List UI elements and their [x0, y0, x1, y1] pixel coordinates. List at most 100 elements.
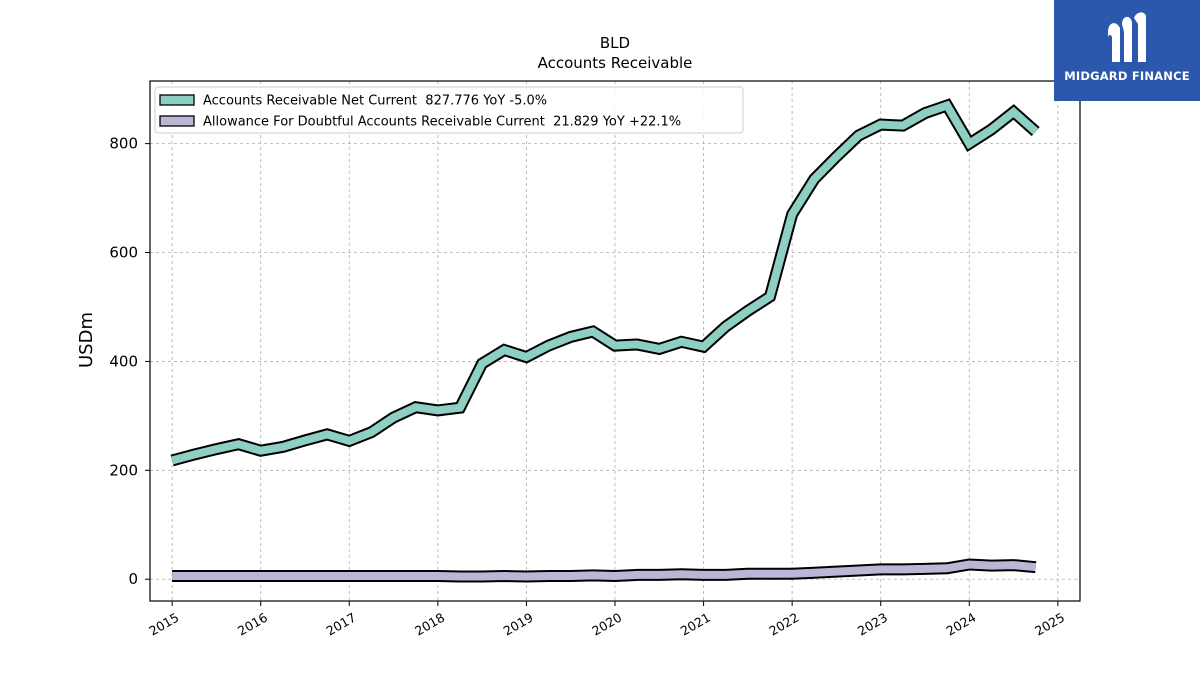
- grid: [150, 81, 1080, 601]
- y-tick-label-4: 800: [109, 135, 138, 153]
- series-0-point-24: [703, 346, 705, 348]
- series-0-point-3: [238, 443, 240, 445]
- chart-subtitle: Accounts Receivable: [538, 54, 693, 72]
- series-0-point-4: [260, 450, 262, 452]
- legend-label-1: Allowance For Doubtful Accounts Receivab…: [203, 115, 681, 130]
- x-tick-label-10: 2025: [1032, 610, 1067, 639]
- series-0-point-5: [282, 446, 284, 448]
- x-tick-label-8: 2023: [855, 610, 890, 639]
- y-tick-label-2: 400: [109, 352, 138, 370]
- series-1-point-13: [459, 575, 461, 577]
- series-1-point-1: [193, 575, 195, 577]
- x-tick-label-4: 2019: [501, 610, 536, 639]
- series-1-point-37: [990, 565, 992, 567]
- x-axis: 2015 2016 2017 2018 2019 2020 2021 2022 2023 2024…: [146, 601, 1067, 639]
- series-0-point-16: [525, 356, 527, 358]
- x-tick-label-2: 2017: [324, 610, 359, 639]
- series-0-point-17: [548, 345, 550, 347]
- y-axis-label: USDm: [76, 312, 97, 368]
- series-0-point-13: [459, 407, 461, 409]
- series-0-point-34: [924, 112, 926, 114]
- series-1-point-6: [304, 575, 306, 577]
- series-1-point-28: [791, 573, 793, 575]
- series-0-line: [171, 100, 1039, 465]
- series-1-point-30: [835, 571, 837, 573]
- series-1-point-7: [326, 575, 328, 577]
- series-1-point-2: [215, 575, 217, 577]
- series-0-point-23: [680, 341, 682, 343]
- brand-logo: MIDGARD FINANCE: [1054, 0, 1200, 101]
- brand-name: MIDGARD FINANCE: [1064, 69, 1190, 83]
- x-tick-label-5: 2020: [589, 610, 624, 639]
- series-0-point-36: [968, 143, 970, 145]
- series-0-point-38: [1013, 111, 1015, 113]
- legend-swatch-1: [159, 115, 195, 127]
- series-1-point-17: [548, 575, 550, 577]
- series-1-point-24: [703, 574, 705, 576]
- series-0-point-27: [769, 296, 771, 298]
- series-0-point-0: [171, 460, 173, 462]
- series-1-point-31: [858, 570, 860, 572]
- series-1-point-32: [880, 568, 882, 570]
- x-tick-label-6: 2021: [678, 610, 713, 639]
- series-0-point-2: [215, 448, 217, 450]
- legend-swatch-0: [159, 94, 195, 106]
- series-1-point-20: [614, 575, 616, 577]
- series-1-point-18: [570, 575, 572, 577]
- series-1-point-10: [393, 575, 395, 577]
- series-0-point-19: [592, 330, 594, 332]
- series-1-point-19: [592, 574, 594, 576]
- series-0-point-12: [437, 409, 439, 411]
- series-0-point-28: [791, 213, 793, 215]
- series-0-point-35: [946, 105, 948, 107]
- series-1-point-9: [370, 575, 372, 577]
- series-1-point-33: [902, 568, 904, 570]
- series-0-point-20: [614, 345, 616, 347]
- series-0-point-9: [370, 431, 372, 433]
- series-1-point-39: [1035, 566, 1037, 568]
- series-0-point-32: [880, 124, 882, 126]
- legend-label-0: Accounts Receivable Net Current 827.776 …: [203, 94, 547, 109]
- series-0-point-8: [348, 440, 350, 442]
- y-tick-label-0: 0: [128, 570, 138, 588]
- series-0-point-31: [858, 134, 860, 136]
- series-1-point-14: [481, 575, 483, 577]
- series-1-point-34: [924, 568, 926, 570]
- series-1-point-27: [769, 573, 771, 575]
- series-1-point-4: [260, 575, 262, 577]
- series-1-point-0: [171, 575, 173, 577]
- series-1-point-8: [348, 575, 350, 577]
- series-0-point-6: [304, 439, 306, 441]
- series-0-point-25: [725, 326, 727, 328]
- series-0-point-37: [990, 128, 992, 130]
- x-tick-label-0: 2015: [146, 610, 181, 639]
- y-tick-label-1: 200: [109, 461, 138, 479]
- y-axis: 0 200 400 600 800: [109, 135, 150, 588]
- series-0-point-26: [747, 310, 749, 312]
- brand-mark-icon: [1108, 12, 1146, 62]
- series-0-point-30: [835, 156, 837, 158]
- series-1-point-12: [437, 575, 439, 577]
- series-1-line: [172, 560, 1037, 581]
- series-1-point-16: [525, 575, 527, 577]
- series-1-point-5: [282, 575, 284, 577]
- series-1-point-36: [968, 564, 970, 566]
- series-0-outline: [170, 98, 1040, 467]
- series-1-point-35: [946, 567, 948, 569]
- series-1-point-26: [747, 573, 749, 575]
- series-1-point-21: [636, 574, 638, 576]
- series-0-point-14: [481, 363, 483, 365]
- series-1-point-23: [680, 573, 682, 575]
- series-1-point-25: [725, 574, 727, 576]
- series-0-point-10: [393, 417, 395, 419]
- series-layer: [170, 98, 1040, 583]
- series-0-point-18: [570, 336, 572, 338]
- series-0-point-39: [1035, 131, 1037, 133]
- series-1-point-22: [658, 574, 660, 576]
- series-0-point-11: [415, 406, 417, 408]
- series-0-point-29: [813, 178, 815, 180]
- series-1-point-38: [1013, 564, 1015, 566]
- x-tick-label-3: 2018: [412, 610, 447, 639]
- series-0-point-15: [503, 349, 505, 351]
